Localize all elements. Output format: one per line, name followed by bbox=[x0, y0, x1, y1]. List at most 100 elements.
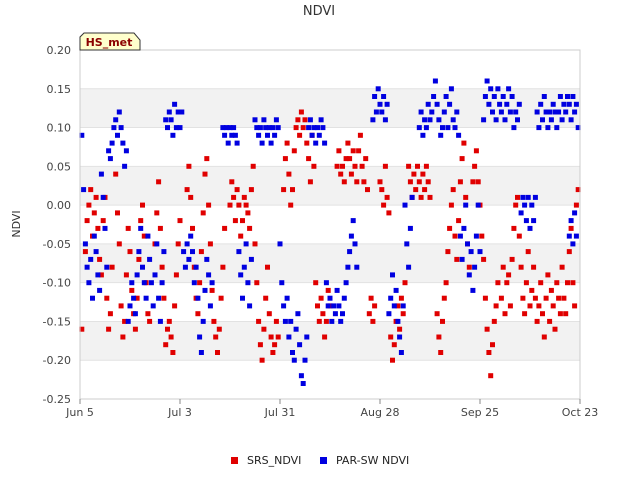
data-point bbox=[313, 280, 319, 286]
data-point bbox=[473, 233, 479, 239]
data-point bbox=[298, 109, 304, 115]
data-point bbox=[382, 163, 388, 169]
data-point bbox=[254, 280, 260, 286]
plot-frame bbox=[79, 49, 581, 400]
data-point bbox=[325, 303, 331, 309]
data-point bbox=[352, 241, 358, 247]
data-point bbox=[450, 187, 456, 193]
data-point bbox=[304, 334, 310, 340]
data-point bbox=[429, 109, 435, 115]
data-point bbox=[318, 117, 324, 123]
data-point bbox=[261, 117, 267, 123]
data-point bbox=[443, 94, 449, 99]
data-point bbox=[532, 295, 538, 301]
data-point bbox=[82, 241, 88, 247]
data-point bbox=[173, 272, 179, 278]
data-point bbox=[407, 179, 413, 185]
data-point bbox=[322, 140, 328, 146]
data-point bbox=[497, 101, 503, 107]
data-point bbox=[252, 241, 258, 247]
data-point bbox=[407, 225, 413, 231]
data-point bbox=[384, 101, 390, 107]
data-point bbox=[229, 132, 235, 138]
data-point bbox=[109, 140, 115, 146]
data-point bbox=[573, 202, 579, 208]
data-point bbox=[570, 241, 576, 247]
data-point bbox=[223, 125, 229, 131]
data-point bbox=[286, 171, 292, 177]
data-point bbox=[122, 318, 128, 324]
data-point bbox=[570, 94, 576, 99]
data-point bbox=[434, 101, 440, 107]
data-point bbox=[263, 295, 269, 301]
data-point bbox=[338, 318, 344, 324]
data-point bbox=[463, 194, 469, 200]
data-point bbox=[573, 101, 579, 107]
data-point bbox=[175, 241, 181, 247]
data-point bbox=[295, 311, 301, 317]
data-point bbox=[88, 256, 94, 262]
data-point bbox=[488, 373, 494, 379]
data-point bbox=[456, 218, 462, 224]
data-point bbox=[320, 125, 326, 131]
data-point bbox=[548, 117, 554, 123]
data-point bbox=[543, 295, 549, 301]
data-point bbox=[195, 295, 201, 301]
data-point bbox=[163, 342, 169, 348]
data-point bbox=[147, 318, 153, 324]
data-point bbox=[523, 280, 529, 286]
data-point bbox=[540, 311, 545, 317]
data-point bbox=[173, 125, 179, 131]
data-point bbox=[384, 194, 390, 200]
data-point bbox=[438, 132, 444, 138]
data-point bbox=[204, 256, 210, 262]
data-point bbox=[170, 132, 176, 138]
data-point bbox=[323, 280, 329, 286]
data-point bbox=[136, 256, 142, 262]
data-point bbox=[495, 86, 501, 92]
data-point bbox=[220, 125, 226, 131]
station-badge: HS_met bbox=[79, 32, 141, 51]
y-tick-label: -0.05 bbox=[43, 238, 71, 251]
data-point bbox=[348, 171, 354, 177]
data-point bbox=[202, 171, 208, 177]
data-point bbox=[100, 194, 106, 200]
data-point bbox=[400, 311, 406, 317]
data-point bbox=[347, 156, 353, 162]
data-point bbox=[440, 125, 445, 131]
data-point bbox=[568, 117, 574, 123]
data-point bbox=[148, 280, 154, 286]
data-point bbox=[566, 233, 572, 239]
data-point bbox=[279, 280, 285, 286]
data-point bbox=[336, 148, 342, 154]
data-point bbox=[386, 311, 392, 317]
data-point bbox=[340, 311, 345, 317]
data-point bbox=[440, 318, 445, 324]
x-tick-label: Aug 28 bbox=[361, 406, 400, 419]
data-point bbox=[540, 117, 545, 123]
data-point bbox=[391, 303, 397, 309]
data-point bbox=[209, 287, 215, 293]
data-point bbox=[191, 280, 197, 286]
data-point bbox=[422, 117, 428, 123]
data-point bbox=[261, 326, 267, 332]
data-point bbox=[372, 303, 378, 309]
data-point bbox=[138, 218, 144, 224]
data-point bbox=[254, 125, 260, 131]
y-tick-label: -0.25 bbox=[43, 393, 71, 406]
data-point bbox=[547, 109, 553, 115]
data-point bbox=[361, 179, 367, 185]
data-point bbox=[168, 334, 174, 340]
data-point bbox=[295, 117, 301, 123]
data-point bbox=[354, 179, 360, 185]
data-point bbox=[79, 326, 85, 332]
data-point bbox=[350, 148, 356, 154]
data-point bbox=[432, 78, 438, 84]
data-point bbox=[177, 125, 183, 131]
data-point bbox=[272, 342, 278, 348]
data-point bbox=[222, 132, 228, 138]
data-point bbox=[134, 272, 140, 278]
data-point bbox=[123, 148, 129, 154]
data-point bbox=[416, 125, 422, 131]
data-point bbox=[520, 295, 526, 301]
